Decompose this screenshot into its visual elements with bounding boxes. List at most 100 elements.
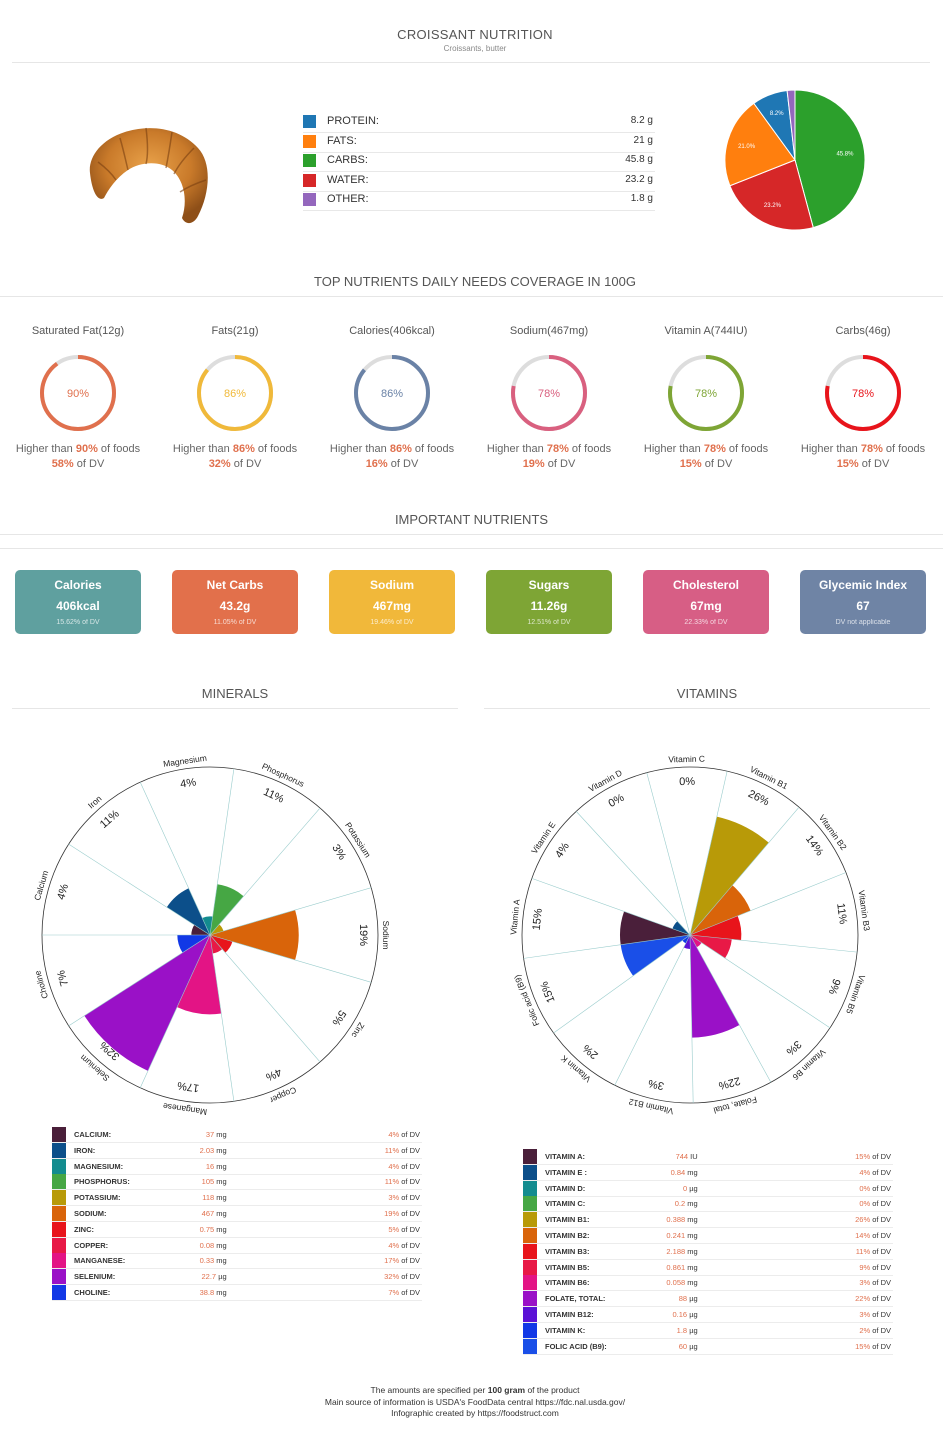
- row-dv: 15% of DV: [855, 1342, 891, 1351]
- polar-category-label: Vitamin A: [508, 898, 522, 935]
- polar-bar: [166, 888, 210, 935]
- row-amount: 0.861 mg: [638, 1262, 698, 1272]
- polar-bar: [690, 885, 751, 935]
- macro-legend-row: OTHER: 1.8 g: [303, 191, 655, 211]
- of-dv-text: of DV: [870, 1246, 891, 1256]
- card-label: Sugars: [528, 578, 570, 592]
- card-value: 67mg: [690, 599, 722, 613]
- amount-value: 0: [682, 1183, 688, 1193]
- gauge-label: Sodium(467mg): [509, 325, 589, 337]
- polar-spoke: [689, 806, 800, 936]
- macro-name: PROTEIN:: [327, 115, 379, 127]
- dv-value: 22%: [855, 1294, 871, 1304]
- nutrient-table-row: VITAMIN B12: 0.16 µg 3% of DV: [523, 1307, 893, 1323]
- row-name: FOLIC ACID (B9):: [545, 1341, 607, 1351]
- polar-spoke: [209, 887, 372, 936]
- row-amount: 37 mg: [167, 1130, 227, 1139]
- amount-unit: mg: [685, 1262, 698, 1272]
- important-divider: [0, 548, 943, 549]
- polar-bar: [683, 935, 691, 949]
- row-dv: 11% of DV: [856, 1247, 891, 1256]
- nutrient-card: Sodium 467mg 19.46% of DV: [329, 570, 455, 634]
- row-dv: 3% of DV: [388, 1193, 420, 1202]
- coverage-gauge: Sodium(467mg) 78% Higher than 78% of foods…: [471, 325, 627, 470]
- polar-spoke: [689, 934, 858, 953]
- dv-value: 3%: [859, 1310, 871, 1319]
- row-swatch: [52, 1158, 66, 1174]
- nutrient-card: Sugars 11.26g 12.51% of DV: [486, 570, 612, 634]
- row-swatch: [523, 1338, 537, 1354]
- of-dv-text: of DV: [858, 458, 890, 470]
- vitamins-title: VITAMINS: [676, 686, 738, 701]
- amount-value: 88: [678, 1294, 688, 1304]
- card-dv: 19.46% of DV: [370, 619, 414, 626]
- row-amount: 105 mg: [167, 1177, 227, 1186]
- nutrient-table-row: IRON: 2.03 mg 11% of DV: [52, 1142, 422, 1159]
- gauge-higher-text: Higher than 78% of foods: [471, 443, 627, 455]
- row-name: VITAMIN C:: [545, 1199, 586, 1209]
- row-dv: 14% of DV: [855, 1231, 891, 1240]
- row-swatch: [523, 1243, 537, 1259]
- dv-value: 15%: [855, 1152, 871, 1161]
- polar-value-label: 4%: [179, 776, 197, 790]
- nutrient-table-row: VITAMIN K: 1.8 µg 2% of DV: [523, 1322, 893, 1339]
- gauge-ring: 90%: [40, 355, 116, 431]
- row-amount: 22.7 µg: [167, 1272, 227, 1281]
- polar-value-label: 3%: [329, 842, 348, 862]
- row-swatch: [52, 1142, 66, 1158]
- polar-value-label: 3%: [784, 1038, 804, 1058]
- polar-spoke: [68, 934, 211, 1027]
- gauge-dv-text: 58% of DV: [0, 458, 156, 470]
- of-dv-text: of DV: [870, 1215, 891, 1225]
- polar-value-label: 3%: [647, 1077, 665, 1092]
- card-dv: 11.05% of DV: [213, 619, 257, 626]
- polar-spoke: [139, 934, 211, 1088]
- macro-legend-row: WATER: 23.2 g: [303, 172, 655, 192]
- row-name: SODIUM:: [74, 1209, 107, 1218]
- amount-unit: mg: [214, 1161, 227, 1171]
- amount-value: 0.2: [674, 1199, 686, 1209]
- polar-bar: [620, 935, 690, 976]
- dv-value: 17%: [384, 1256, 400, 1266]
- nutrient-table-row: VITAMIN A: 744 IU 15% of DV: [523, 1149, 893, 1165]
- minerals-divider: [12, 708, 458, 709]
- row-name: VITAMIN K:: [545, 1325, 586, 1335]
- nutrient-table-row: VITAMIN D: 0 µg 0% of DV: [523, 1180, 893, 1197]
- amount-unit: µg: [687, 1325, 698, 1335]
- card-label: Net Carbs: [206, 578, 264, 592]
- polar-value-label: 0%: [607, 792, 627, 810]
- of-dv-text: of DV: [399, 1130, 420, 1139]
- polar-spoke: [646, 772, 691, 936]
- dv-value: 15%: [679, 458, 702, 470]
- polar-value-label: 26%: [746, 788, 771, 809]
- nutrient-table-row: SODIUM: 467 mg 19% of DV: [52, 1206, 422, 1222]
- polar-bar: [202, 916, 213, 935]
- amount-value: 0.75: [199, 1224, 215, 1234]
- pie-label: 23.2%: [764, 203, 782, 209]
- of-dv-text: of DV: [399, 1209, 420, 1218]
- polar-spoke: [68, 843, 211, 936]
- row-amount: 0.33 mg: [167, 1256, 227, 1265]
- row-swatch: [52, 1269, 66, 1285]
- polar-value-label: 14%: [803, 833, 826, 858]
- gauge-higher-text: Higher than 90% of foods: [0, 443, 156, 455]
- polar-bar: [210, 935, 223, 954]
- dv-value: 16%: [365, 458, 388, 470]
- pie-label: 45.8%: [836, 151, 854, 157]
- coverage-gauge: Vitamin A(744IU) 78% Higher than 78% of fo…: [628, 325, 784, 470]
- amount-unit: mg: [214, 1256, 227, 1266]
- dv-value: 14%: [855, 1231, 871, 1240]
- polar-spoke: [689, 771, 728, 936]
- nutrient-table-row: FOLIC ACID (B9): 60 µg 15% of DV: [523, 1338, 893, 1355]
- macro-value: 8.2 g: [630, 115, 653, 126]
- nutrient-table-row: MAGNESIUM: 16 mg 4% of DV: [52, 1158, 422, 1175]
- row-dv: 0% of DV: [859, 1199, 891, 1208]
- gauge-label: Carbs(46g): [835, 325, 891, 337]
- amount-unit: mg: [685, 1199, 698, 1209]
- amount-unit: mg: [214, 1209, 227, 1218]
- amount-value: 60: [678, 1341, 688, 1351]
- polar-category-label: Iron: [86, 793, 104, 810]
- polar-value-label: 11%: [261, 786, 285, 806]
- pie-slice: [724, 102, 796, 187]
- row-amount: 0.241 mg: [638, 1231, 697, 1240]
